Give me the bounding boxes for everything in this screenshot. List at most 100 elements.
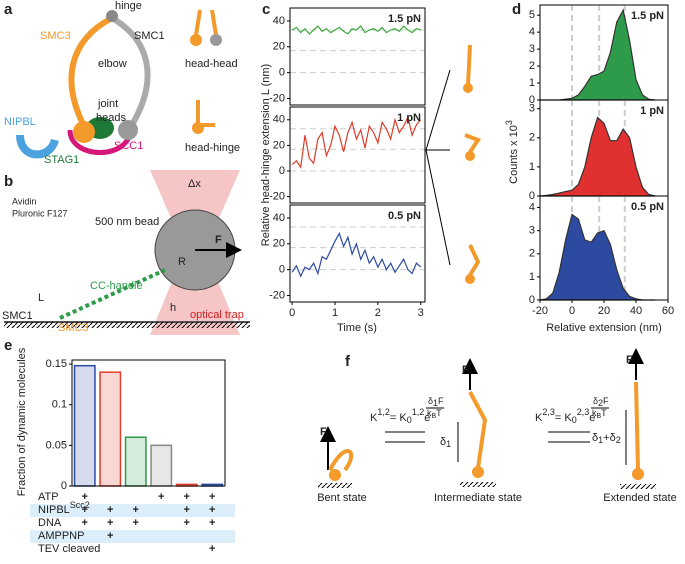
exponent-denominator: kBT bbox=[592, 408, 607, 419]
y-tick-label: 0.1 bbox=[52, 399, 67, 411]
icon bbox=[468, 244, 481, 277]
label: head-head bbox=[185, 58, 238, 70]
y-tick-label: 20 bbox=[273, 238, 285, 250]
bar bbox=[124, 436, 147, 487]
smc bbox=[634, 381, 640, 471]
exponent-numerator: δ2F bbox=[593, 396, 609, 408]
condition-label: TEV cleaved bbox=[38, 543, 100, 555]
x-tick-label: 20 bbox=[598, 305, 610, 317]
t: 1 bbox=[446, 439, 451, 449]
histogram-area bbox=[539, 213, 656, 301]
head bbox=[329, 469, 341, 481]
equation-part: 2,3 bbox=[542, 407, 555, 417]
equation-part: e bbox=[589, 412, 595, 424]
label: SMC1 bbox=[134, 30, 165, 42]
equilibrium-arrows bbox=[548, 431, 590, 443]
intermediate-figure: F δ1 Intermediate state bbox=[434, 358, 522, 504]
label: head-hinge bbox=[185, 142, 240, 154]
y-tick-label: 0 bbox=[279, 165, 285, 177]
x-axis-label: Time (s) bbox=[337, 322, 377, 334]
condition-mark: + bbox=[82, 504, 88, 516]
bar bbox=[99, 371, 122, 487]
hinge bbox=[106, 10, 118, 22]
y-tick-label: 0 bbox=[529, 294, 535, 306]
icon bbox=[464, 133, 482, 154]
panel-f: f F Bent state F δ1 Intermediate state F… bbox=[317, 348, 677, 504]
x-tick-label: 0 bbox=[289, 307, 295, 319]
x-tick-label: -20 bbox=[532, 305, 548, 317]
label: optical trap bbox=[190, 309, 244, 321]
numerator-part: δ bbox=[593, 396, 598, 406]
condition-name: AMPPNP bbox=[38, 530, 84, 542]
extended-figure: F δ1+δ2 Extended state bbox=[592, 348, 677, 504]
surface bbox=[4, 322, 250, 328]
smc1-arm bbox=[110, 15, 151, 130]
label: NIPBL bbox=[4, 116, 36, 128]
y-axis-label: Counts x 103 bbox=[504, 120, 520, 184]
panel-name: 1 pN bbox=[640, 105, 664, 117]
y-tick-label: 1 bbox=[529, 77, 535, 89]
label: SMC3 bbox=[58, 322, 89, 334]
equation-part: = K bbox=[555, 412, 572, 424]
y-tick-label: 1 bbox=[529, 161, 535, 173]
condition-label: AMPPNP bbox=[38, 530, 84, 542]
cc-handle bbox=[59, 268, 166, 320]
label: heads bbox=[96, 112, 126, 124]
condition-name: TEV cleaved bbox=[38, 543, 100, 555]
y-tick-label: 0 bbox=[279, 67, 285, 79]
numerator-part: F bbox=[438, 396, 444, 406]
icon bbox=[466, 44, 472, 86]
smc3-arm bbox=[68, 15, 114, 130]
icon bbox=[465, 151, 475, 161]
condition-mark: + bbox=[209, 543, 215, 555]
denominator-part: T bbox=[601, 408, 607, 418]
icon bbox=[192, 122, 204, 134]
condition-label: NIPBLScc2 bbox=[38, 500, 90, 516]
trace bbox=[291, 115, 422, 169]
y-tick-label: 1 bbox=[529, 271, 535, 283]
head bbox=[472, 466, 484, 478]
x-tick-label: 0 bbox=[569, 305, 575, 317]
y-axis-label-text: Counts x 10 bbox=[508, 125, 520, 184]
y-tick-label: 2 bbox=[529, 60, 535, 72]
label: Pluronic F127 bbox=[12, 208, 68, 218]
condition-sup: Scc2 bbox=[70, 500, 90, 510]
force-label: F bbox=[462, 364, 469, 376]
panel-label: d bbox=[512, 1, 521, 18]
y-tick-label: 0 bbox=[529, 94, 535, 106]
panel-frame bbox=[289, 7, 426, 106]
panel-frame bbox=[289, 204, 426, 303]
delta: δ1 bbox=[440, 436, 451, 449]
ground bbox=[460, 482, 496, 487]
label: R bbox=[178, 256, 186, 268]
y-tick-label: 3 bbox=[529, 103, 535, 115]
delta: δ1+δ2 bbox=[592, 432, 621, 445]
panel-label: f bbox=[345, 353, 351, 370]
x-tick-label: 1 bbox=[332, 307, 338, 319]
smc bbox=[468, 391, 488, 469]
y-tick-label: 3 bbox=[529, 43, 535, 55]
equation-part: 2,3 bbox=[577, 407, 590, 417]
ground bbox=[620, 484, 656, 489]
icon bbox=[194, 9, 218, 36]
condition-mark: + bbox=[158, 491, 164, 503]
label: STAG1 bbox=[44, 154, 79, 166]
y-tick-label: -20 bbox=[269, 92, 285, 104]
y-tick-label: 0.05 bbox=[46, 439, 67, 451]
icon bbox=[463, 83, 473, 93]
panel-name: 1 pN bbox=[397, 112, 421, 124]
y-tick-label: 2 bbox=[529, 132, 535, 144]
y-tick-label: 0.15 bbox=[46, 358, 67, 370]
panel-label: e bbox=[4, 337, 12, 354]
histogram-area bbox=[539, 116, 656, 197]
smc bbox=[328, 449, 354, 472]
condition-mark: + bbox=[209, 491, 215, 503]
condition-mark: + bbox=[209, 517, 215, 529]
equation: K1,2= K01,2e bbox=[370, 407, 430, 425]
panel-a: a hinge SMC1 SMC3 elbow joint heads NIPB… bbox=[4, 0, 240, 166]
trace bbox=[291, 25, 421, 35]
icon bbox=[210, 34, 222, 46]
t: 1 bbox=[598, 435, 603, 445]
condition-mark: + bbox=[133, 517, 139, 529]
